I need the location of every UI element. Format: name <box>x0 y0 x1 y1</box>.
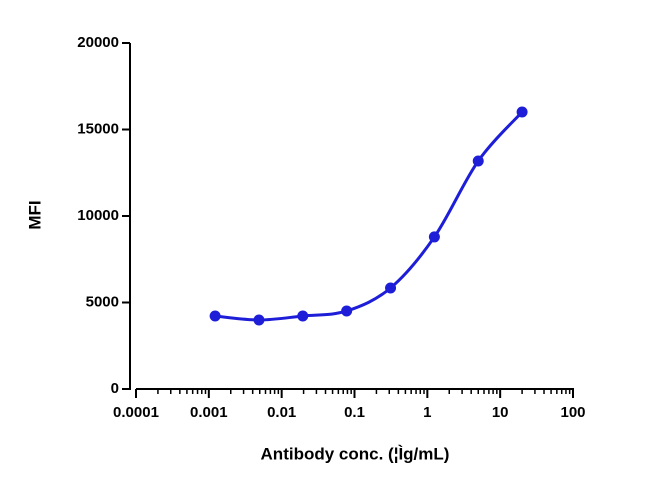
x-tick-label: 100 <box>560 404 585 421</box>
x-tick-label: 1 <box>423 404 431 421</box>
data-point <box>297 310 309 322</box>
y-tick-label: 5000 <box>86 293 119 310</box>
data-point <box>472 155 484 167</box>
data-point <box>253 314 265 326</box>
x-axis-title: Antibody conc. (¦Ìg/mL) <box>261 444 450 463</box>
x-tick-label: 0.0001 <box>113 404 159 421</box>
fit-curve <box>214 111 524 322</box>
x-tick-label: 0.001 <box>190 404 228 421</box>
data-point <box>428 231 440 243</box>
y-tick-label: 0 <box>111 380 119 397</box>
data-point <box>209 310 221 322</box>
y-tick-label: 10000 <box>77 207 119 224</box>
y-axis-title: MFI <box>25 200 44 229</box>
x-tick-label: 10 <box>492 404 509 421</box>
x-tick-label: 0.1 <box>344 404 365 421</box>
x-tick-label: 0.01 <box>267 404 296 421</box>
data-point <box>385 282 397 294</box>
data-point <box>341 305 353 317</box>
y-tick-label: 20000 <box>77 34 119 51</box>
y-tick-label: 15000 <box>77 120 119 137</box>
data-point <box>516 106 528 118</box>
